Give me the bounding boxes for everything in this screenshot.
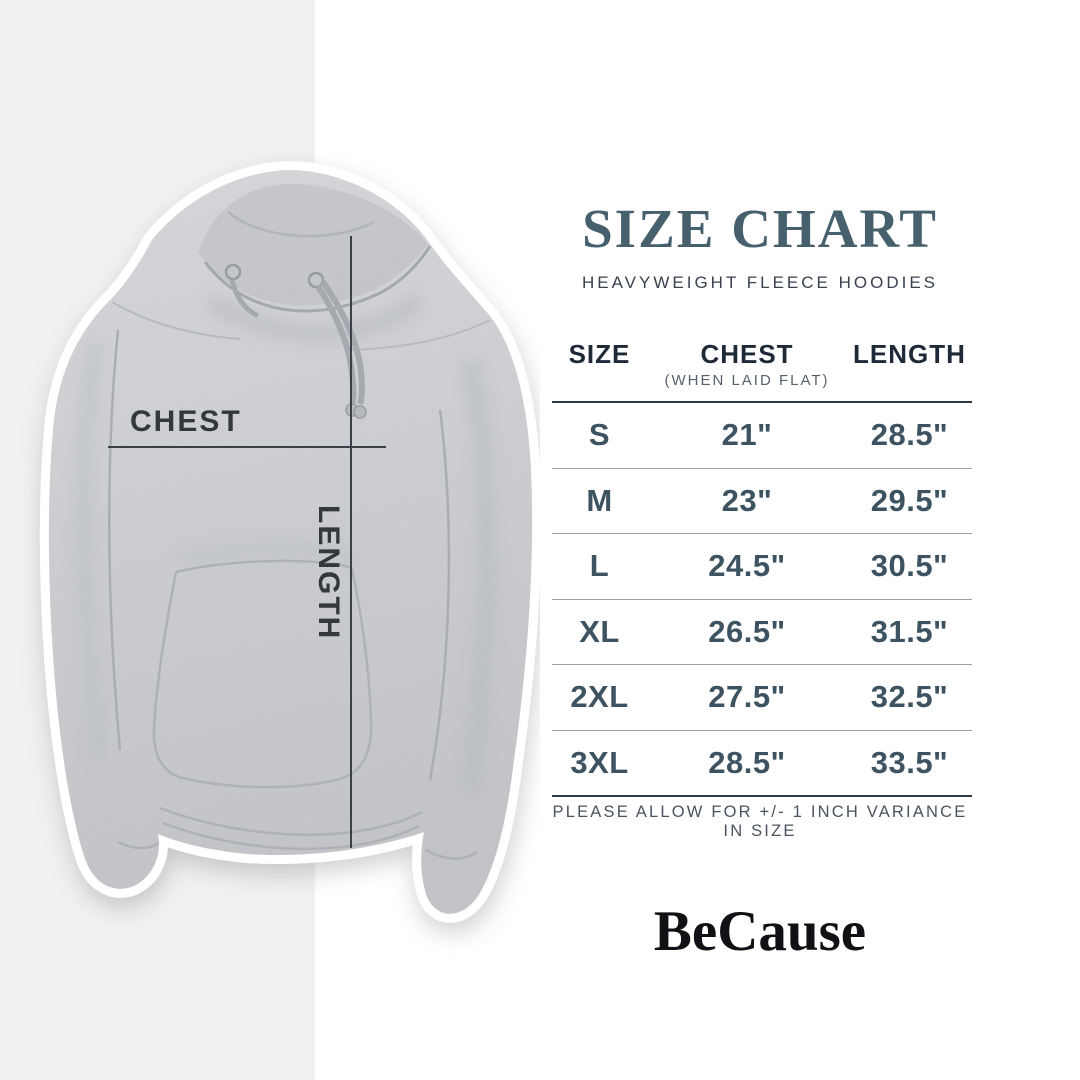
size-table-body: S 21" 28.5" M 23" 29.5" L 24.5" 30.5" XL… [552,401,972,797]
cell-length: 30.5" [870,548,949,584]
hoodie-photo: CHEST LENGTH [39,161,540,923]
cell-length: 29.5" [870,482,949,518]
size-table: SIZE CHEST LENGTH (WHEN LAID FLAT) S 21"… [552,338,972,797]
chest-subnote-row: (WHEN LAID FLAT) [552,372,972,392]
table-row: 2XL 27.5" 32.5" [552,664,972,730]
column-header-length: LENGTH [853,339,966,369]
cell-chest: 26.5" [708,613,786,649]
brand-logo: BeCause [653,900,867,963]
size-table-header: SIZE CHEST LENGTH [552,338,972,370]
cell-chest: 28.5" [708,744,786,780]
cell-size: 3XL [570,744,629,780]
cell-chest: 23" [721,482,773,518]
table-row: XL 26.5" 31.5" [552,598,972,665]
cell-chest: 27.5" [708,679,786,715]
table-row: 3XL 28.5" 33.5" [552,729,972,796]
chest-measure-label: CHEST [130,405,242,438]
variance-footnote: PLEASE ALLOW FOR +/- 1 INCH VARIANCE IN … [552,803,968,840]
cell-length: 28.5" [870,417,949,453]
cell-chest: 24.5" [708,548,786,584]
cell-size: 2XL [570,679,629,715]
column-header-size: SIZE [568,339,631,369]
cell-length: 31.5" [870,613,949,649]
chest-subnote: (WHEN LAID FLAT) [664,372,830,389]
column-header-chest: CHEST [700,339,794,369]
table-row: L 24.5" 30.5" [552,533,972,599]
cell-size: S [588,417,611,453]
page-title: SIZE CHART [582,198,938,259]
cell-length: 32.5" [870,679,949,715]
table-row: S 21" 28.5" [552,403,972,468]
cell-size: XL [579,613,620,649]
cell-chest: 21" [721,417,773,453]
cell-length: 33.5" [870,744,949,780]
table-row: M 23" 29.5" [552,467,972,534]
heather-texture [48,170,530,914]
cell-size: L [589,548,610,584]
cell-size: M [586,482,613,518]
length-measure-label: LENGTH [312,505,345,640]
page-subtitle: HEAVYWEIGHT FLEECE HOODIES [581,273,939,292]
size-chart-panel: SIZE CHART HEAVYWEIGHT FLEECE HOODIES SI… [540,0,980,1080]
